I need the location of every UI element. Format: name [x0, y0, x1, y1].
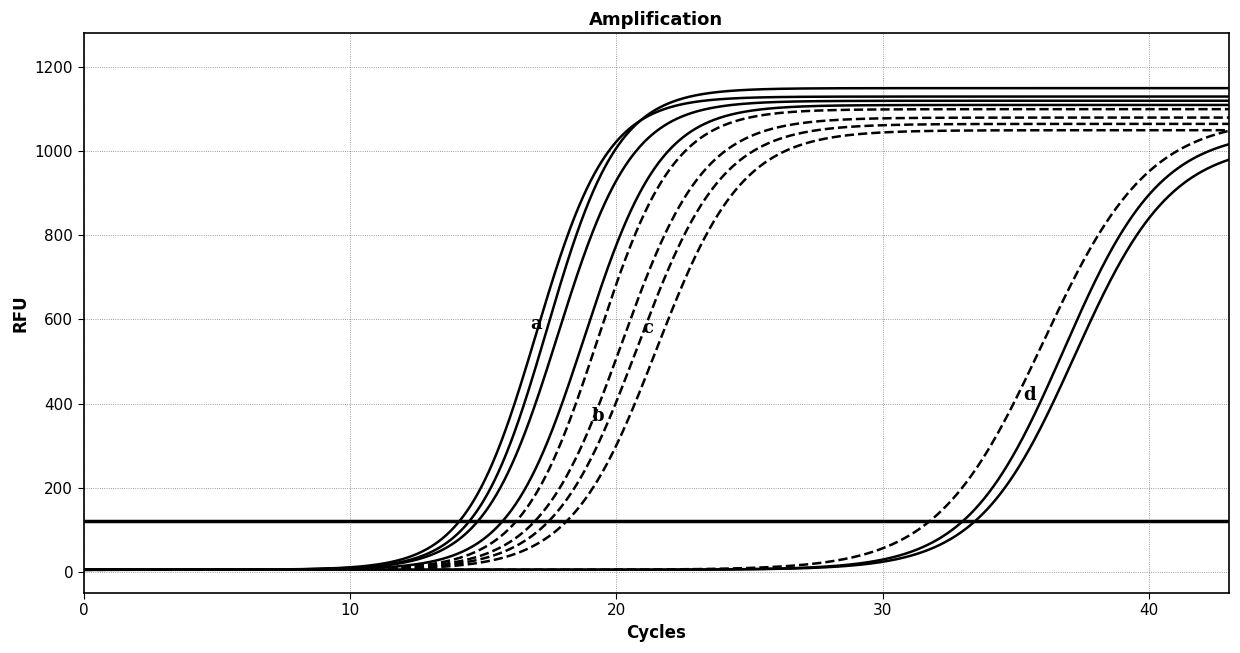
Text: c: c	[642, 319, 653, 337]
X-axis label: Cycles: Cycles	[626, 624, 686, 642]
Title: Amplification: Amplification	[589, 11, 723, 29]
Text: a: a	[531, 315, 542, 332]
Text: b: b	[591, 407, 604, 425]
Y-axis label: RFU: RFU	[11, 295, 29, 332]
Text: d: d	[1023, 386, 1035, 404]
